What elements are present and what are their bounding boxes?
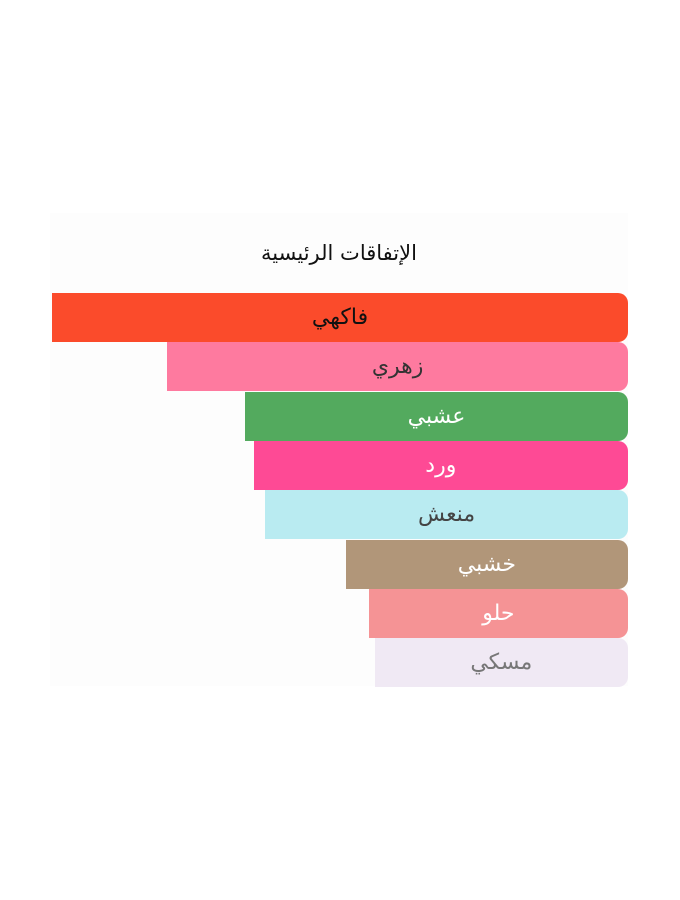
accord-bar: خشبي [345, 539, 628, 589]
accord-bar: مسكي [374, 638, 628, 688]
accord-bar: منعش [265, 490, 628, 540]
accord-label: حلو [482, 600, 515, 626]
accord-bar: ورد [253, 440, 628, 490]
accord-bar: عشبي [244, 391, 628, 441]
accord-bar: حلو [368, 588, 628, 638]
accord-label: مسكي [470, 650, 533, 676]
accord-label: فاكهي [311, 305, 369, 330]
accord-label: زهري [371, 354, 424, 380]
main-accords-panel: الإتفاقات الرئيسية فاكهي زهري عشبي ورد منعش خ… [50, 213, 628, 688]
accord-label: منعش [418, 502, 476, 528]
accord-label: خشبي [457, 551, 516, 577]
accord-bar: فاكهي [52, 293, 628, 342]
accord-bar: زهري [167, 342, 628, 392]
chart-title: الإتفاقات الرئيسية [261, 241, 417, 265]
accord-label: عشبي [407, 403, 466, 429]
accord-label: ورد [425, 452, 457, 478]
